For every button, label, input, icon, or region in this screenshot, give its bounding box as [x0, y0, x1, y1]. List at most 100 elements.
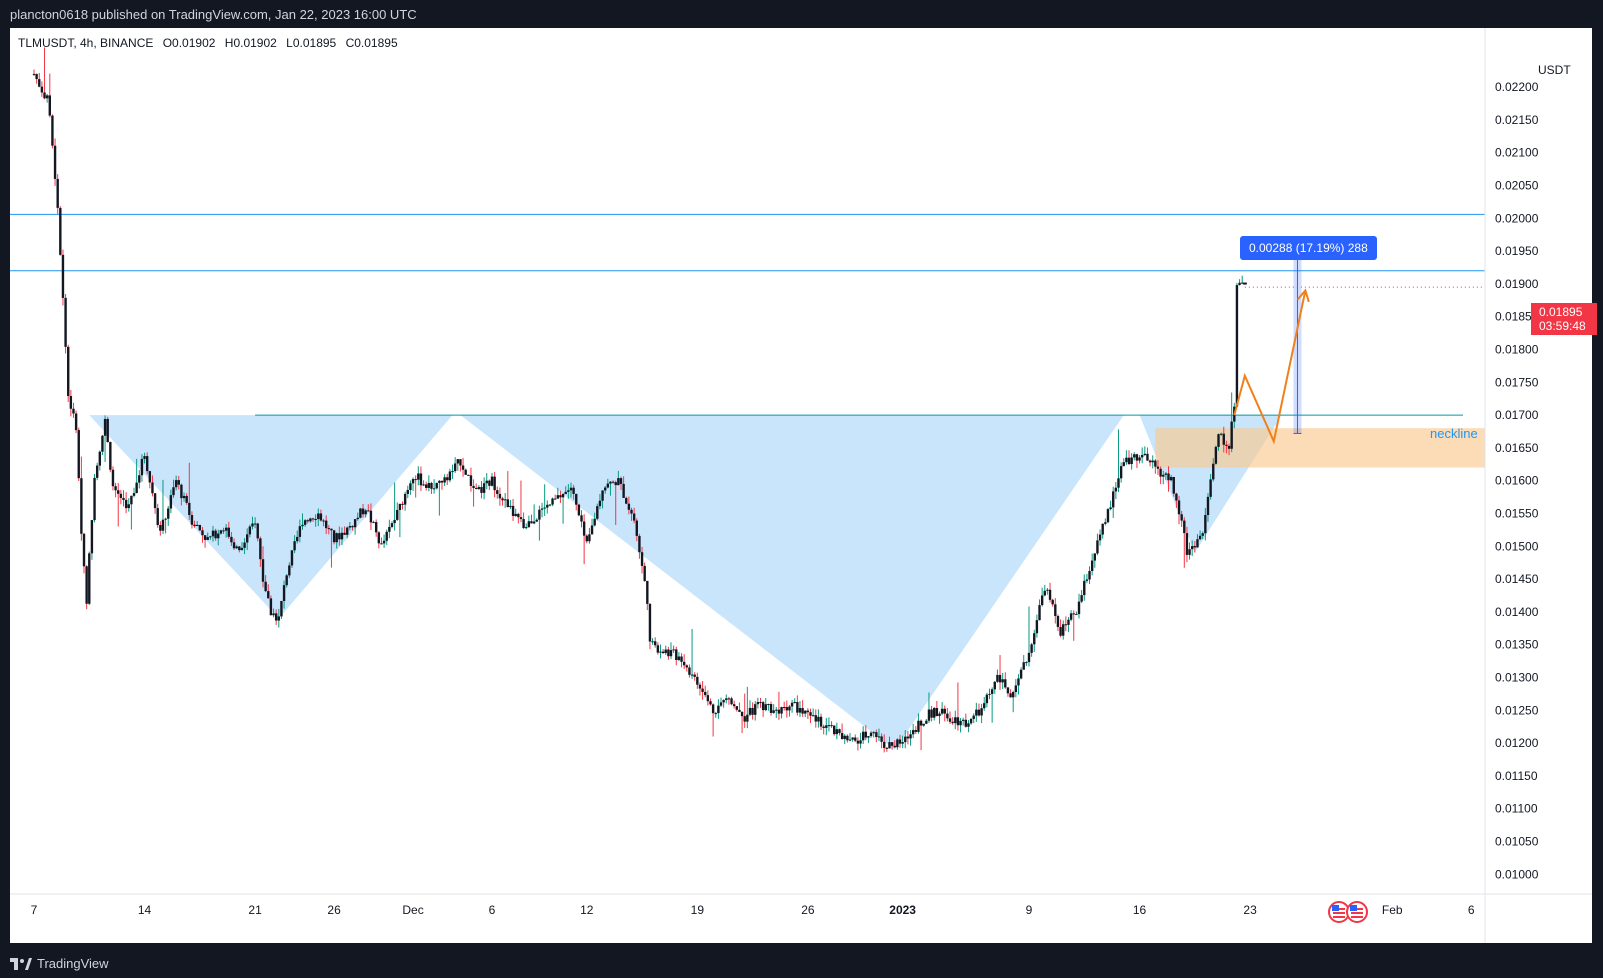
candle-body: [496, 490, 499, 494]
candle-body: [480, 487, 483, 493]
candle-body: [501, 498, 504, 501]
candle-body: [51, 115, 54, 146]
candle-body: [1101, 523, 1104, 535]
candle-body: [1040, 595, 1044, 606]
y-tick-label: 0.01650: [1495, 441, 1539, 455]
candle-body: [767, 704, 770, 706]
candle-body: [364, 510, 367, 515]
candle-body: [1225, 444, 1228, 446]
candle-body: [1059, 626, 1062, 636]
candle-body: [172, 487, 175, 496]
candle-body: [111, 469, 115, 487]
candle-body: [135, 482, 138, 494]
candle-body: [1046, 589, 1049, 591]
candle-body: [835, 729, 839, 735]
y-tick-label: 0.01600: [1495, 474, 1539, 488]
candle-body: [1077, 601, 1081, 615]
candle-body: [769, 704, 773, 713]
candle-body: [551, 498, 554, 505]
candle-body: [417, 473, 420, 480]
candle-body: [890, 742, 894, 746]
chart-panel[interactable]: 0.02200 0.02150 0.02100 0.02050 0.02000 0.019…: [10, 28, 1597, 943]
candle-body: [919, 720, 923, 726]
candle-body: [696, 676, 699, 685]
candle-body: [611, 481, 615, 483]
candle-body: [85, 566, 88, 604]
candle-body: [1222, 433, 1225, 445]
y-tick-label: 0.02100: [1495, 146, 1539, 160]
candle-body: [638, 535, 641, 553]
candle-body: [195, 524, 199, 527]
candle-body: [909, 734, 912, 739]
candle-body: [743, 716, 746, 722]
candle-body: [109, 442, 112, 470]
candle-body: [209, 536, 212, 538]
candle-body: [435, 482, 438, 489]
candle-body: [559, 495, 562, 498]
candle-body: [267, 591, 270, 599]
candle-body: [206, 537, 209, 540]
candle-body: [193, 524, 196, 527]
candle-body: [609, 481, 612, 484]
candle-body: [582, 521, 586, 536]
candle-body: [519, 517, 523, 520]
candle-body: [122, 497, 125, 500]
candle-body: [409, 483, 412, 490]
candle-body: [1146, 453, 1149, 461]
candle-body: [1001, 679, 1004, 683]
us-flag-icon[interactable]: [1328, 900, 1372, 924]
candle-body: [840, 733, 844, 739]
candle-body: [401, 503, 404, 505]
candle-body: [288, 565, 291, 576]
candle-body: [403, 493, 407, 505]
candle-body: [896, 739, 899, 748]
candle-body: [959, 720, 962, 726]
head-triangle: [460, 415, 1124, 750]
candle-body: [540, 508, 544, 510]
candle-body: [64, 297, 67, 347]
candle-body: [930, 709, 933, 718]
candle-body: [740, 711, 744, 717]
candle-body: [1035, 620, 1039, 634]
legend-close: C0.01895: [345, 36, 398, 50]
candle-body: [951, 721, 954, 724]
y-tick-label: 0.01350: [1495, 638, 1539, 652]
tradingview-logo[interactable]: TradingView: [10, 956, 109, 971]
measure-label[interactable]: 0.00288 (17.19%) 288: [1240, 236, 1377, 260]
y-tick-label: 0.01100: [1495, 802, 1538, 816]
candle-body: [330, 528, 333, 531]
candle-body: [880, 736, 883, 742]
candle-body: [140, 458, 144, 476]
candle-body: [280, 600, 283, 617]
candle-body: [277, 616, 280, 621]
candle-body: [790, 702, 794, 707]
candle-body: [590, 525, 594, 535]
axis-currency: USDT: [1538, 63, 1571, 77]
candle-body: [940, 708, 944, 714]
candle-body: [1030, 644, 1033, 653]
y-tick-label: 0.01550: [1495, 506, 1539, 520]
candle-body: [1154, 460, 1157, 467]
candle-body: [606, 483, 610, 488]
candle-body: [301, 524, 304, 527]
candle-body: [369, 510, 373, 523]
candle-body: [1104, 522, 1107, 524]
candle-body: [1085, 579, 1089, 581]
price-chart[interactable]: 0.02200 0.02150 0.02100 0.02050 0.02000 0.019…: [10, 28, 1592, 943]
candle-body: [90, 520, 94, 554]
x-tick-label: 12: [580, 903, 594, 917]
candle-body: [1069, 613, 1073, 620]
candle-body: [530, 521, 533, 524]
candle-body: [656, 645, 660, 653]
candle-body: [390, 523, 394, 527]
candle-body: [1177, 500, 1181, 515]
x-tick-label: Feb: [1382, 903, 1403, 917]
candle-body: [817, 716, 820, 722]
legend-high: H0.01902: [224, 36, 277, 50]
neckline-label[interactable]: neckline: [1430, 426, 1478, 441]
candle-body: [667, 649, 670, 657]
candle-body: [353, 519, 357, 528]
candle-body: [946, 713, 949, 719]
candle-body: [901, 742, 904, 744]
candle-body: [761, 702, 765, 711]
